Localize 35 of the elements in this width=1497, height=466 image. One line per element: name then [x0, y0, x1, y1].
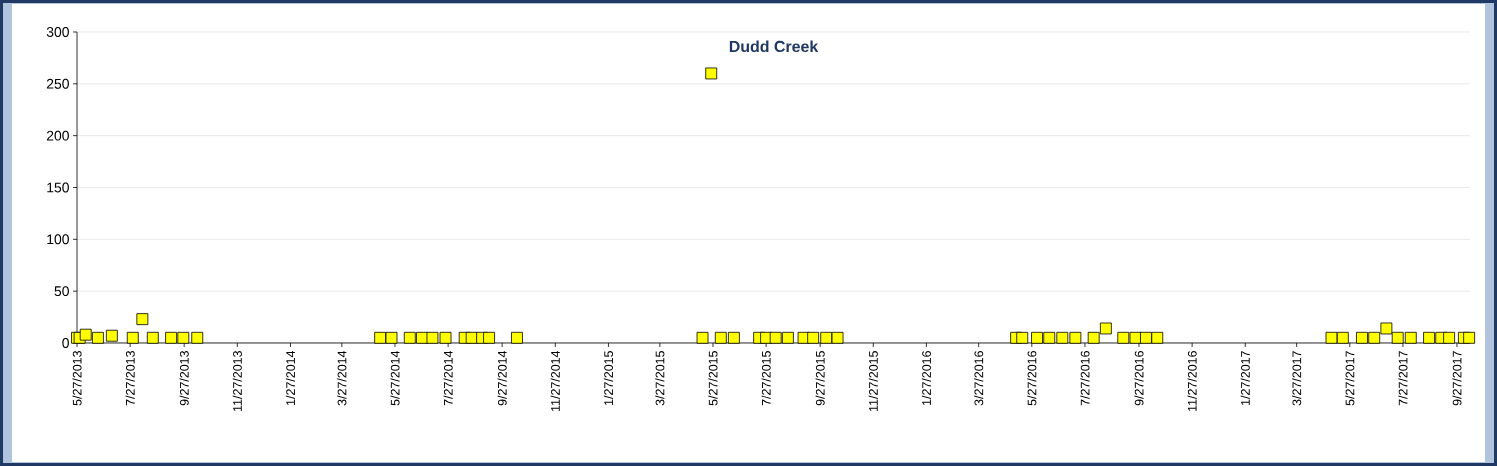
x-tick-label: 9/27/2014: [497, 350, 507, 406]
x-tick-label: 7/27/2016: [1080, 351, 1090, 406]
y-tick-label: 100: [47, 234, 69, 245]
x-tick-label: 1/27/2017: [1240, 351, 1250, 405]
x-tick-label: 5/27/2016: [1027, 351, 1037, 406]
x-tick-label: 3/27/2016: [974, 351, 984, 406]
x-tick-label: 5/27/2014: [390, 350, 400, 406]
x-tick-label: 9/27/2013: [179, 351, 189, 406]
x-tick-label: 9/27/2016: [1134, 351, 1144, 406]
x-tick-label: 3/27/2014: [337, 350, 347, 406]
x-tick-label: 11/27/2013: [232, 351, 242, 411]
x-tick-label: 3/27/2015: [655, 351, 665, 406]
x-tick-label: 5/27/2017: [1345, 351, 1355, 406]
x-tick-label: 1/27/2014: [285, 350, 296, 405]
x-tick-label: 3/27/2017: [1292, 351, 1302, 406]
x-tick-label: 5/27/2013: [72, 351, 82, 406]
y-tick-label: 50: [54, 286, 69, 297]
x-tick-label: 7/27/2017: [1398, 351, 1408, 406]
x-tick-label: 11/27/2016: [1187, 351, 1197, 411]
y-tick-label: 150: [47, 182, 69, 193]
x-tick-label: 7/27/2014: [443, 350, 453, 406]
chart-title: Dudd Creek: [729, 40, 819, 53]
y-tick-label: 200: [46, 130, 69, 141]
x-tick-label: 7/27/2013: [125, 351, 135, 406]
x-tick-label: 11/27/2014: [550, 350, 560, 411]
y-tick-label: 300: [46, 27, 69, 37]
x-tick-label: 9/27/2015: [815, 351, 825, 406]
x-tick-label: 1/27/2016: [921, 351, 931, 405]
y-tick-label: 0: [62, 338, 69, 348]
x-tick-label: 1/27/2015: [603, 351, 614, 405]
x-tick-label: 9/27/2017: [1452, 351, 1462, 406]
x-tick-label: 5/27/2015: [708, 351, 718, 406]
x-tick-label: 7/27/2015: [761, 351, 771, 406]
x-tick-label: 11/27/2015: [868, 351, 878, 411]
y-tick-label: 250: [46, 78, 69, 89]
